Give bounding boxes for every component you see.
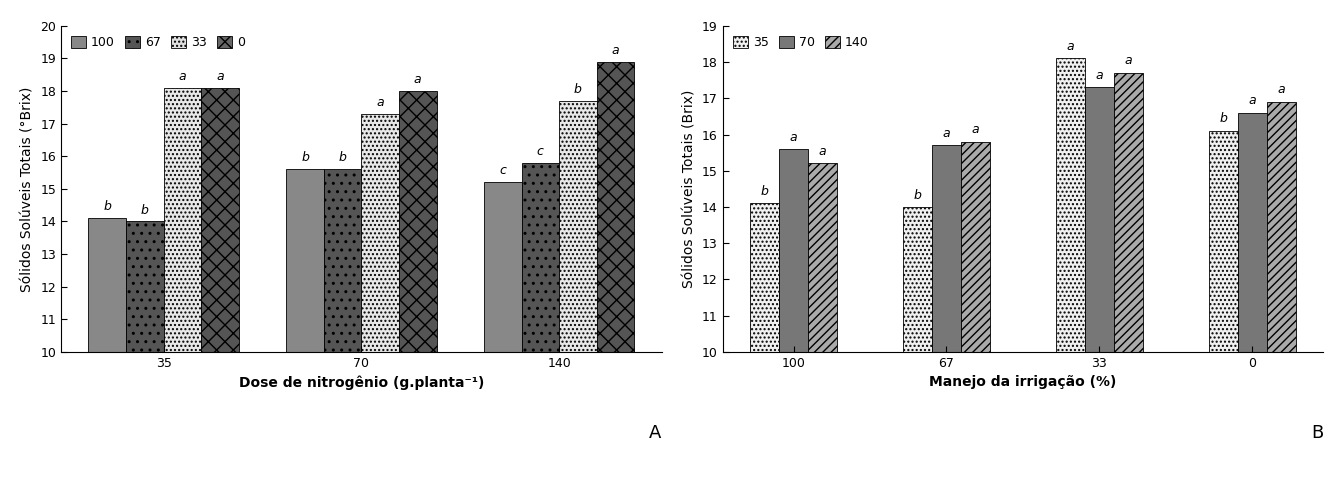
Legend: 100, 67, 33, 0: 100, 67, 33, 0	[67, 32, 249, 53]
Bar	[1056, 58, 1085, 352]
Text: c: c	[500, 164, 507, 177]
Bar	[399, 91, 437, 352]
Bar	[484, 182, 521, 352]
Bar	[521, 163, 559, 352]
Bar	[202, 88, 239, 352]
Bar	[362, 114, 399, 352]
Text: a: a	[1278, 83, 1285, 96]
X-axis label: Manejo da irrigação (%): Manejo da irrigação (%)	[929, 375, 1117, 389]
Text: a: a	[216, 70, 223, 83]
Text: b: b	[574, 83, 582, 96]
Text: a: a	[414, 73, 422, 86]
Text: a: a	[972, 123, 980, 136]
Bar	[597, 62, 634, 352]
Text: a: a	[1067, 40, 1074, 53]
Bar	[164, 88, 202, 352]
Y-axis label: Sólidos Solúveis Totais (°Brix): Sólidos Solúveis Totais (°Brix)	[22, 86, 35, 292]
Bar	[126, 221, 164, 352]
Text: b: b	[914, 188, 922, 201]
Text: a: a	[1095, 69, 1103, 82]
Text: A: A	[649, 424, 661, 442]
Text: a: a	[179, 70, 187, 83]
Bar	[559, 101, 597, 352]
Text: b: b	[103, 201, 112, 214]
Bar	[1085, 87, 1114, 352]
X-axis label: Dose de nitrogênio (g.planta⁻¹): Dose de nitrogênio (g.planta⁻¹)	[239, 375, 484, 390]
Text: a: a	[942, 127, 950, 140]
Text: b: b	[1219, 112, 1227, 125]
Bar	[750, 203, 780, 352]
Text: a: a	[818, 145, 827, 158]
Bar	[961, 142, 991, 352]
Text: a: a	[1249, 94, 1257, 107]
Bar	[931, 146, 961, 352]
Bar	[808, 163, 837, 352]
Bar	[324, 169, 362, 352]
Bar	[1238, 113, 1267, 352]
Text: a: a	[612, 44, 620, 57]
Text: b: b	[301, 151, 309, 164]
Text: b: b	[141, 203, 149, 216]
Bar	[1208, 131, 1238, 352]
Legend: 35, 70, 140: 35, 70, 140	[728, 32, 872, 53]
Text: B: B	[1310, 424, 1322, 442]
Text: a: a	[376, 96, 384, 109]
Bar	[780, 149, 808, 352]
Text: a: a	[1125, 54, 1132, 67]
Text: c: c	[536, 145, 544, 158]
Text: b: b	[339, 151, 347, 164]
Bar	[286, 169, 324, 352]
Bar	[89, 218, 126, 352]
Text: b: b	[761, 185, 769, 198]
Bar	[1267, 102, 1296, 352]
Bar	[903, 207, 931, 352]
Y-axis label: Sólidos Solúveis Totais (Brix): Sólidos Solúveis Totais (Brix)	[683, 90, 696, 288]
Text: a: a	[790, 131, 797, 144]
Bar	[1114, 73, 1142, 352]
